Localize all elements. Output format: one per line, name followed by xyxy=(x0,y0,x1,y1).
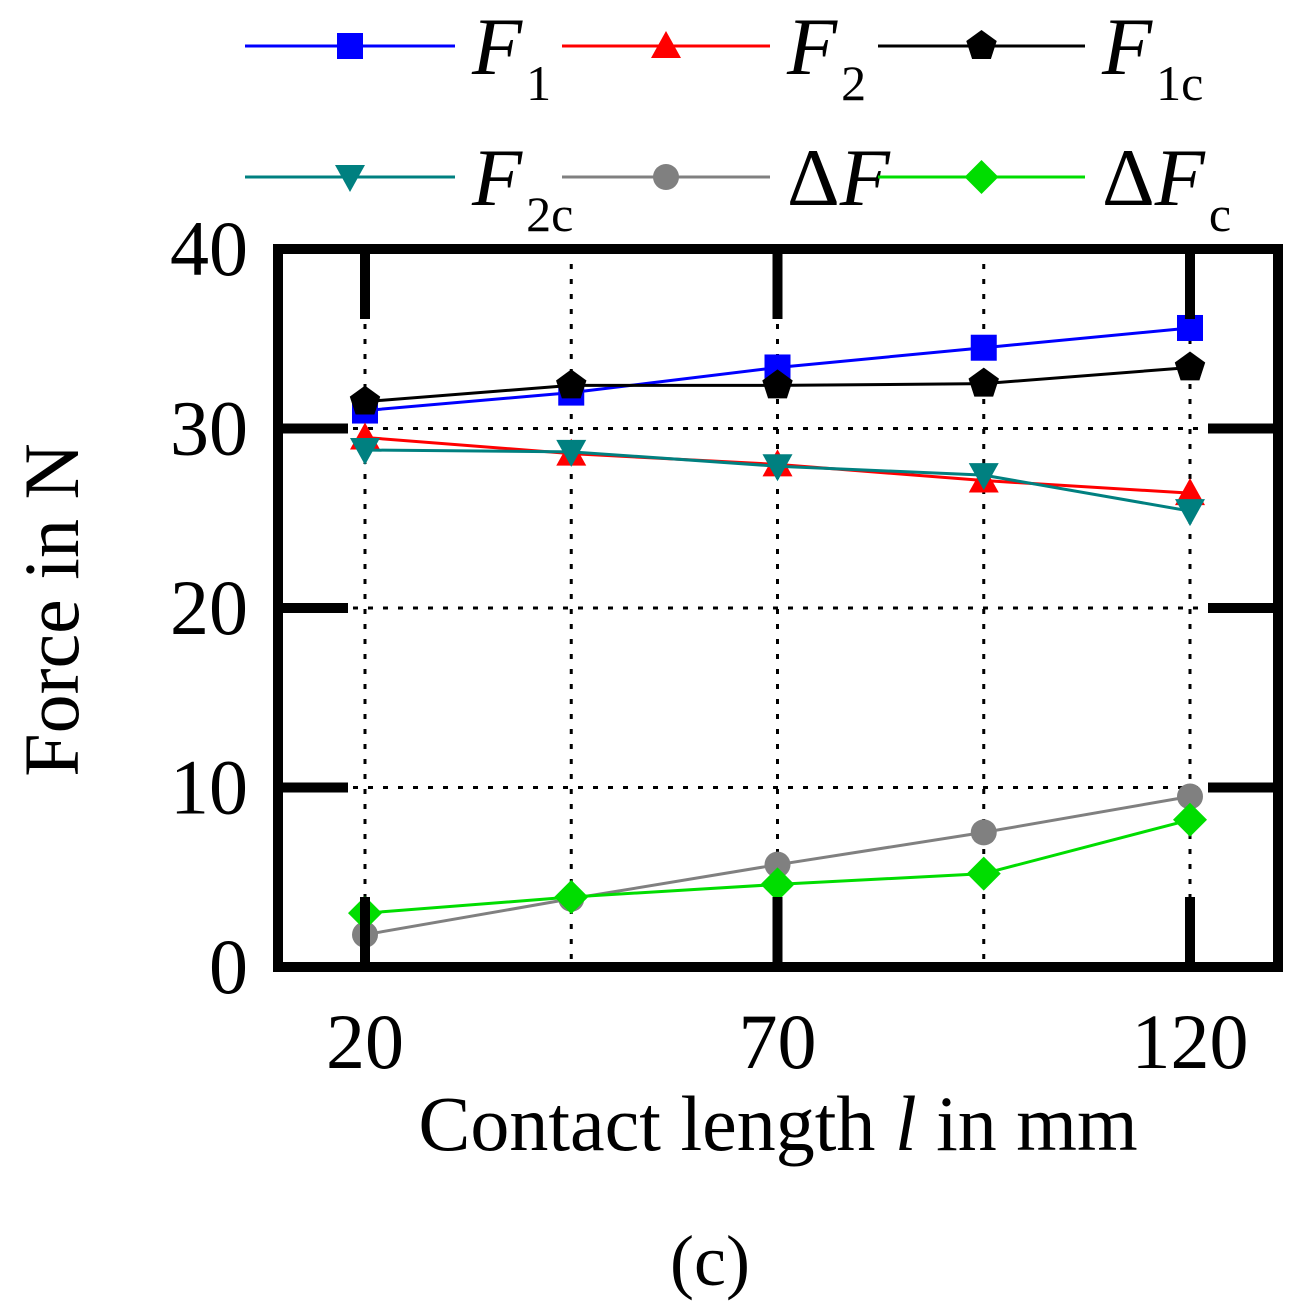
legend-item-dFc: ΔFc xyxy=(878,132,1231,242)
x-tick-label: 70 xyxy=(739,998,817,1085)
x-tick-label: 120 xyxy=(1132,998,1249,1085)
data-point-dF xyxy=(764,851,791,878)
series-F2c xyxy=(350,438,1205,527)
y-tick-label: 10 xyxy=(170,744,248,831)
legend-label-dF: ΔF xyxy=(787,132,891,223)
legend-label-F2: F2 xyxy=(786,1,866,111)
data-point-F1c xyxy=(1174,351,1206,381)
data-point-F2c xyxy=(968,463,999,491)
data-point-F2 xyxy=(1175,478,1205,506)
data-point-F1 xyxy=(1177,314,1203,341)
data-point-F2c xyxy=(762,454,793,482)
legend-item-F1: F1 xyxy=(245,1,551,111)
series-F1c xyxy=(349,351,1206,415)
data-point-F2c xyxy=(1175,499,1205,527)
data-point-F1c xyxy=(968,367,999,397)
data-point-F2c xyxy=(556,439,587,467)
axis-ticks: 0 10 20 30 40 20 70 120 xyxy=(170,205,1278,1085)
x-axis-label: Contact length l in mm xyxy=(418,1080,1137,1167)
legend-item-dF: ΔF xyxy=(562,132,891,223)
series-layer xyxy=(348,314,1207,948)
data-point-dFc xyxy=(1173,802,1207,837)
data-point-F1c xyxy=(556,369,587,399)
series-F1 xyxy=(352,314,1203,424)
data-point-F2c xyxy=(350,438,380,466)
legend-label-F2c: F2c xyxy=(471,132,573,242)
data-point-F1 xyxy=(970,334,997,361)
y-axis-label: Force in N xyxy=(8,443,95,777)
legend-label-F1: F1 xyxy=(471,1,551,111)
legend-marker-F1c xyxy=(966,30,997,59)
y-tick-label: 30 xyxy=(170,385,248,472)
data-point-dFc xyxy=(966,856,1001,891)
y-tick-label: 0 xyxy=(209,923,248,1010)
data-point-dFc xyxy=(760,867,795,902)
legend-item-F2: F2 xyxy=(562,1,866,111)
data-point-F1c xyxy=(349,385,381,415)
y-tick-label: 20 xyxy=(170,564,248,651)
data-point-F1c xyxy=(762,369,793,399)
legend-marker-F2c xyxy=(335,165,365,192)
data-point-dF xyxy=(1177,783,1203,810)
legend-label-F1c: F1c xyxy=(1101,1,1203,111)
legend-marker-dF xyxy=(653,164,679,190)
legend: F1 F2 F1c F2c ΔF ΔFc xyxy=(245,1,1231,242)
legend-label-dFc: ΔFc xyxy=(1102,132,1231,242)
figure-caption: (c) xyxy=(670,1221,750,1301)
data-point-dF xyxy=(970,819,997,846)
y-tick-label: 40 xyxy=(170,205,248,292)
legend-item-F1c: F1c xyxy=(878,1,1203,111)
legend-marker-F2 xyxy=(651,31,681,58)
grid-lines xyxy=(278,249,1278,967)
legend-item-F2c: F2c xyxy=(245,132,573,242)
legend-marker-dFc xyxy=(964,160,999,194)
series-dF xyxy=(352,783,1203,948)
data-point-dFc xyxy=(554,879,589,914)
legend-marker-F1 xyxy=(337,33,363,59)
x-tick-label: 20 xyxy=(326,998,404,1085)
